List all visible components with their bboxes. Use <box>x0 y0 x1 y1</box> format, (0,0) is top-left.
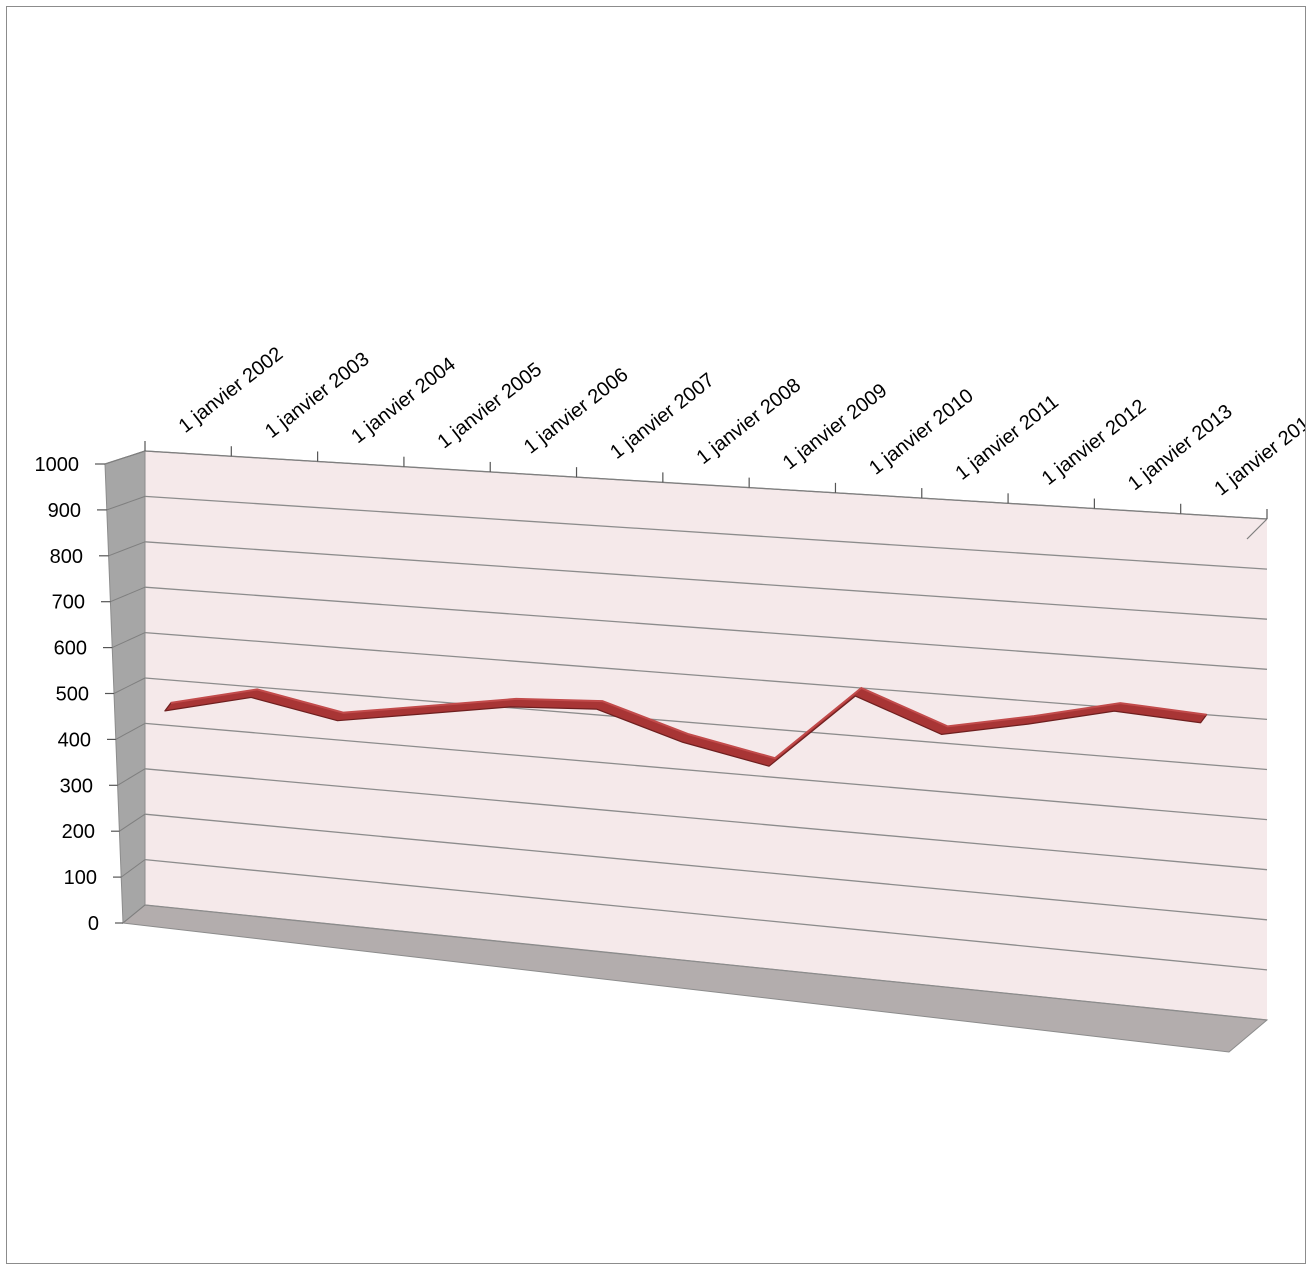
y-tick-label: 200 <box>62 821 95 843</box>
side-gridline <box>113 677 146 694</box>
back-wall <box>145 451 1267 1020</box>
side-wall <box>104 450 146 925</box>
y-tick-label: 600 <box>54 638 87 660</box>
y-tick-label: 800 <box>50 546 83 568</box>
y-tick-label: 0 <box>88 913 99 935</box>
gridline <box>144 722 1268 821</box>
side-gridline <box>119 813 146 832</box>
x-axis-corner <box>1246 518 1268 540</box>
chart-frame: 0 100 200 300 400 500 600 700 800 900 1000 1 janvi… <box>6 6 1306 1264</box>
y-tick-label: 300 <box>60 775 93 797</box>
x-axis-edge <box>104 450 146 465</box>
gridline <box>144 677 1268 771</box>
gridline <box>144 541 1268 620</box>
side-gridline <box>120 859 146 878</box>
y-tick-label: 900 <box>48 500 81 522</box>
x-axis-line <box>144 450 1268 520</box>
y-tick-label: 400 <box>58 729 91 751</box>
y-tick-label: 700 <box>52 592 85 614</box>
side-gridline <box>106 495 146 511</box>
side-gridline <box>110 586 146 603</box>
gridlines <box>95 450 1268 1021</box>
side-gridline <box>111 632 146 649</box>
y-tick-label: 1000 <box>35 454 80 476</box>
side-gridline <box>115 722 146 740</box>
gridline <box>144 631 1268 721</box>
side-gridline <box>122 904 146 924</box>
chart-walls <box>104 450 1269 1053</box>
series-line <box>164 686 1208 767</box>
gridline <box>144 495 1268 570</box>
y-tick-label: 100 <box>64 867 97 889</box>
gridline <box>144 813 1268 921</box>
x-axis-ticks <box>104 441 1268 540</box>
gridline <box>144 858 1268 971</box>
gridline <box>144 768 1268 871</box>
gridline <box>144 904 1268 1021</box>
y-axis-labels: 0 100 200 300 400 500 600 700 800 900 1000 <box>35 454 100 935</box>
side-gridline <box>117 768 146 786</box>
side-gridline <box>108 541 146 557</box>
series-line-top <box>170 686 1207 760</box>
y-tick-label: 500 <box>56 684 89 706</box>
gridline <box>144 586 1268 670</box>
